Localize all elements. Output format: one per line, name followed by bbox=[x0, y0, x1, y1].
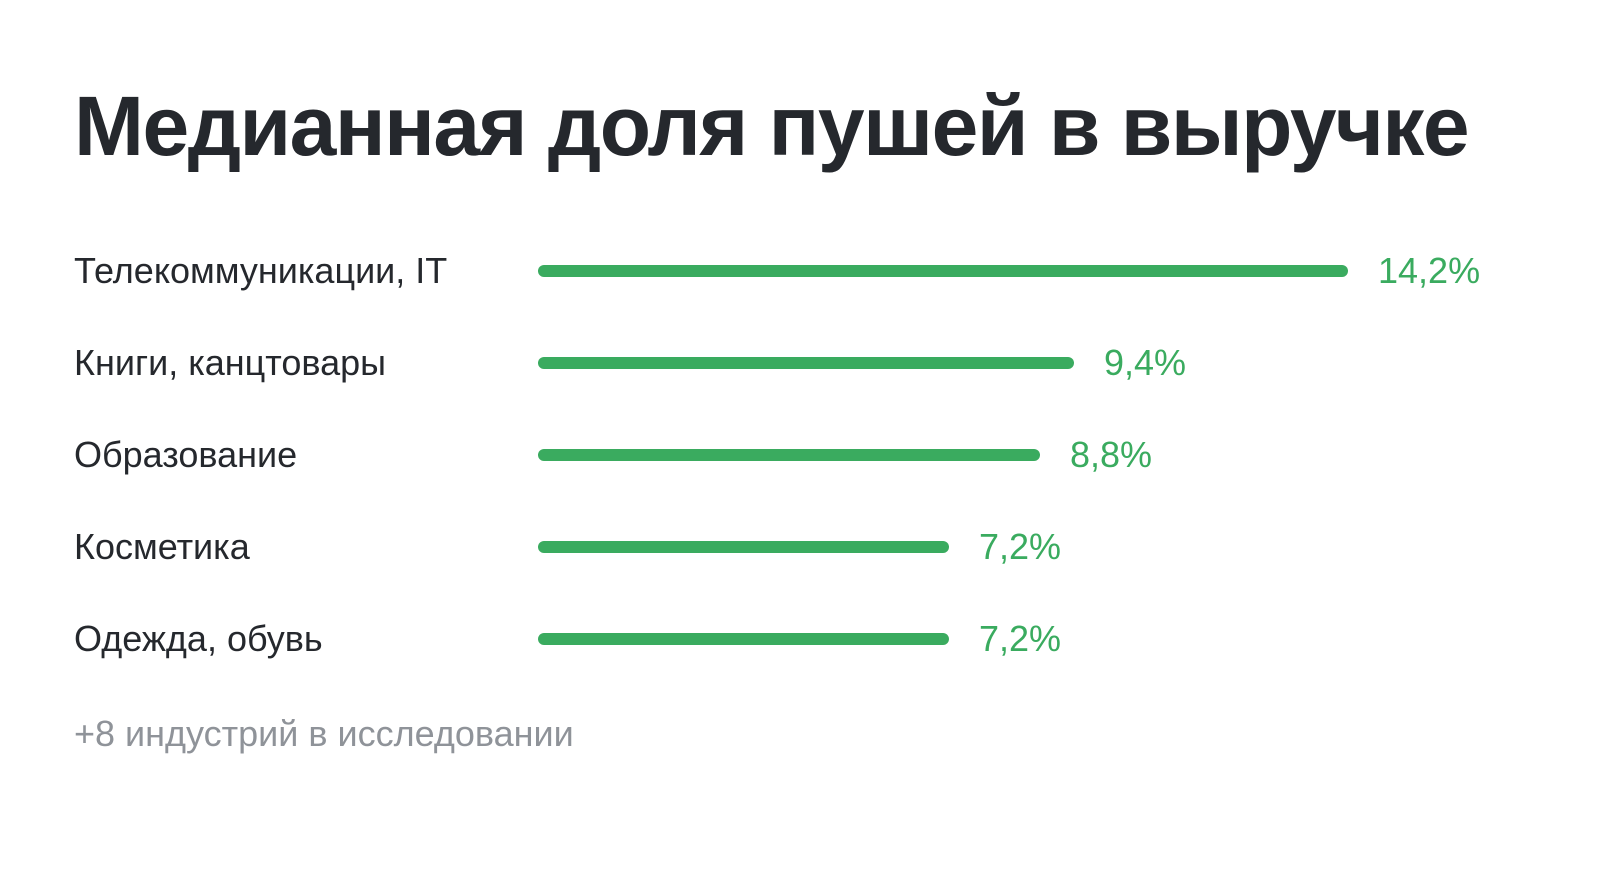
footnote: +8 индустрий в исследовании bbox=[74, 713, 574, 754]
category-label: Одежда, обувь bbox=[74, 618, 323, 659]
chart-title: Медианная доля пушей в выручке bbox=[74, 79, 1470, 173]
bar-row: Книги, канцтовары 9,4% bbox=[0, 338, 1599, 388]
bar bbox=[538, 357, 1074, 369]
bar-row: Образование 8,8% bbox=[0, 430, 1599, 480]
value-label: 7,2% bbox=[979, 526, 1062, 567]
value-label: 7,2% bbox=[979, 618, 1062, 659]
category-label: Косметика bbox=[74, 526, 250, 567]
value-label: 9,4% bbox=[1104, 342, 1187, 383]
category-label: Книги, канцтовары bbox=[74, 342, 387, 383]
bar-row: Одежда, обувь 7,2% bbox=[0, 614, 1599, 664]
value-label: 14,2% bbox=[1378, 250, 1481, 291]
category-label: Телекоммуникации, IT bbox=[74, 250, 448, 291]
bar bbox=[538, 541, 949, 553]
bar bbox=[538, 449, 1040, 461]
value-label: 8,8% bbox=[1070, 434, 1153, 475]
bar bbox=[538, 633, 949, 645]
bar-row: Косметика 7,2% bbox=[0, 522, 1599, 572]
category-label: Образование bbox=[74, 434, 298, 475]
bar-row: Телекоммуникации, IT 14,2% bbox=[0, 246, 1599, 296]
bar bbox=[538, 265, 1348, 277]
